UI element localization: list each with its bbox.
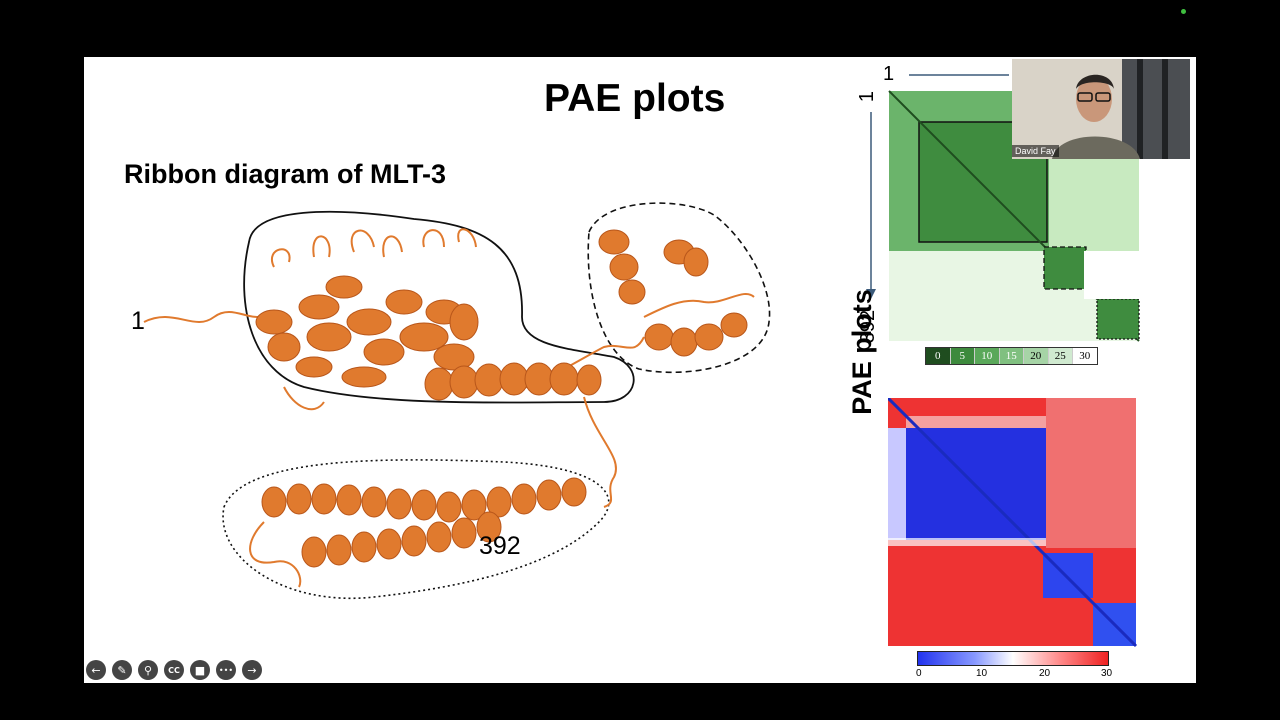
domain3-helices: [261, 477, 587, 568]
participant-video[interactable]: David Fay: [1012, 59, 1190, 159]
captions-icon[interactable]: CC: [164, 660, 184, 680]
red-pae-plot: [888, 398, 1138, 648]
green-color-scale: 0 5 10 15 20 25 30: [925, 347, 1098, 365]
domain2-helices: [598, 229, 748, 357]
tick-30: 30: [1101, 668, 1113, 679]
slide-title: PAE plots: [544, 77, 726, 120]
pae-vertical-label: PAE plots: [847, 289, 877, 415]
presentation-toolbar: ← ✎ ⚲ CC ■ ••• →: [86, 660, 262, 680]
scale-5: 5: [950, 348, 975, 364]
scale-20: 20: [1024, 348, 1049, 364]
ribbon-loops: [143, 228, 755, 588]
long-helix: [424, 362, 602, 401]
domain2-outline: [587, 202, 771, 374]
pen-icon[interactable]: ✎: [112, 660, 132, 680]
red-blue-color-scale: [917, 651, 1109, 666]
scale-0: 0: [926, 348, 951, 364]
more-icon[interactable]: •••: [216, 660, 236, 680]
domain1-outline: [243, 210, 635, 404]
red-scale-ticks: 0 10 20 30: [914, 668, 1114, 682]
status-indicator: [1181, 9, 1186, 14]
domain1-helices: [255, 275, 479, 388]
participant-video-frame: [1012, 59, 1190, 159]
participant-name: David Fay: [1012, 145, 1059, 157]
ribbon-diagram: [143, 202, 771, 599]
scale-30: 30: [1073, 348, 1097, 364]
tick-20: 20: [1039, 668, 1051, 679]
green-plot-top-label: 1: [883, 63, 895, 85]
camera-icon[interactable]: ■: [190, 660, 210, 680]
forward-arrow-icon[interactable]: →: [242, 660, 262, 680]
domain3-outline: [222, 459, 610, 599]
scale-25: 25: [1048, 348, 1073, 364]
ribbon-diagram-heading: Ribbon diagram of MLT-3: [124, 159, 446, 189]
ribbon-start-label: 1: [131, 307, 145, 335]
scale-15: 15: [999, 348, 1024, 364]
zoom-icon[interactable]: ⚲: [138, 660, 158, 680]
tick-10: 10: [976, 668, 988, 679]
tick-0: 0: [916, 668, 922, 679]
scale-10: 10: [975, 348, 1000, 364]
back-arrow-icon[interactable]: ←: [86, 660, 106, 680]
ribbon-end-label: 392: [479, 532, 521, 560]
